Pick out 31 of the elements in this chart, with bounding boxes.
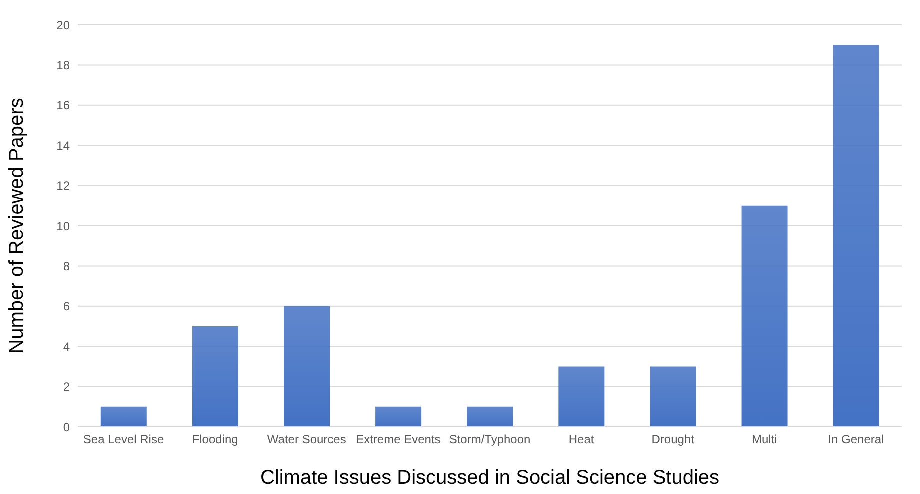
y-tick-label: 10	[56, 219, 70, 234]
x-tick-label: Flooding	[192, 432, 238, 447]
x-tick-label: Sea Level Rise	[83, 432, 164, 447]
bar	[558, 366, 605, 427]
x-tick-label: Heat	[568, 432, 595, 447]
y-tick-label: 16	[56, 98, 70, 113]
y-tick-label: 14	[56, 138, 70, 153]
bar	[284, 306, 330, 427]
y-tick-label: 8	[63, 259, 70, 274]
y-tick-label: 0	[63, 420, 70, 434]
bar	[376, 406, 422, 427]
bar	[467, 406, 514, 427]
x-tick-label: Water Sources	[267, 432, 346, 447]
y-tick-label: 6	[63, 300, 70, 314]
y-tick-label: 2	[63, 380, 70, 394]
bar	[742, 206, 788, 427]
y-tick-label: 20	[56, 18, 70, 32]
x-tick-label: Drought	[652, 432, 696, 447]
bar	[650, 366, 696, 427]
bar	[100, 406, 147, 427]
x-axis-title: Climate Issues Discussed in Social Science Studies	[260, 467, 720, 489]
x-tick-label: Extreme Events	[356, 432, 441, 447]
y-axis-title: Number of Reviewed Papers	[6, 98, 28, 354]
y-tick-label: 18	[56, 58, 70, 72]
y-tick-label: 4	[63, 340, 70, 354]
bar	[833, 45, 880, 427]
bar	[192, 326, 238, 427]
x-tick-label: Storm/Typhoon	[449, 432, 531, 447]
x-tick-label: In General	[828, 432, 884, 447]
y-tick-label: 12	[56, 179, 70, 194]
x-tick-label: Multi	[752, 432, 778, 447]
